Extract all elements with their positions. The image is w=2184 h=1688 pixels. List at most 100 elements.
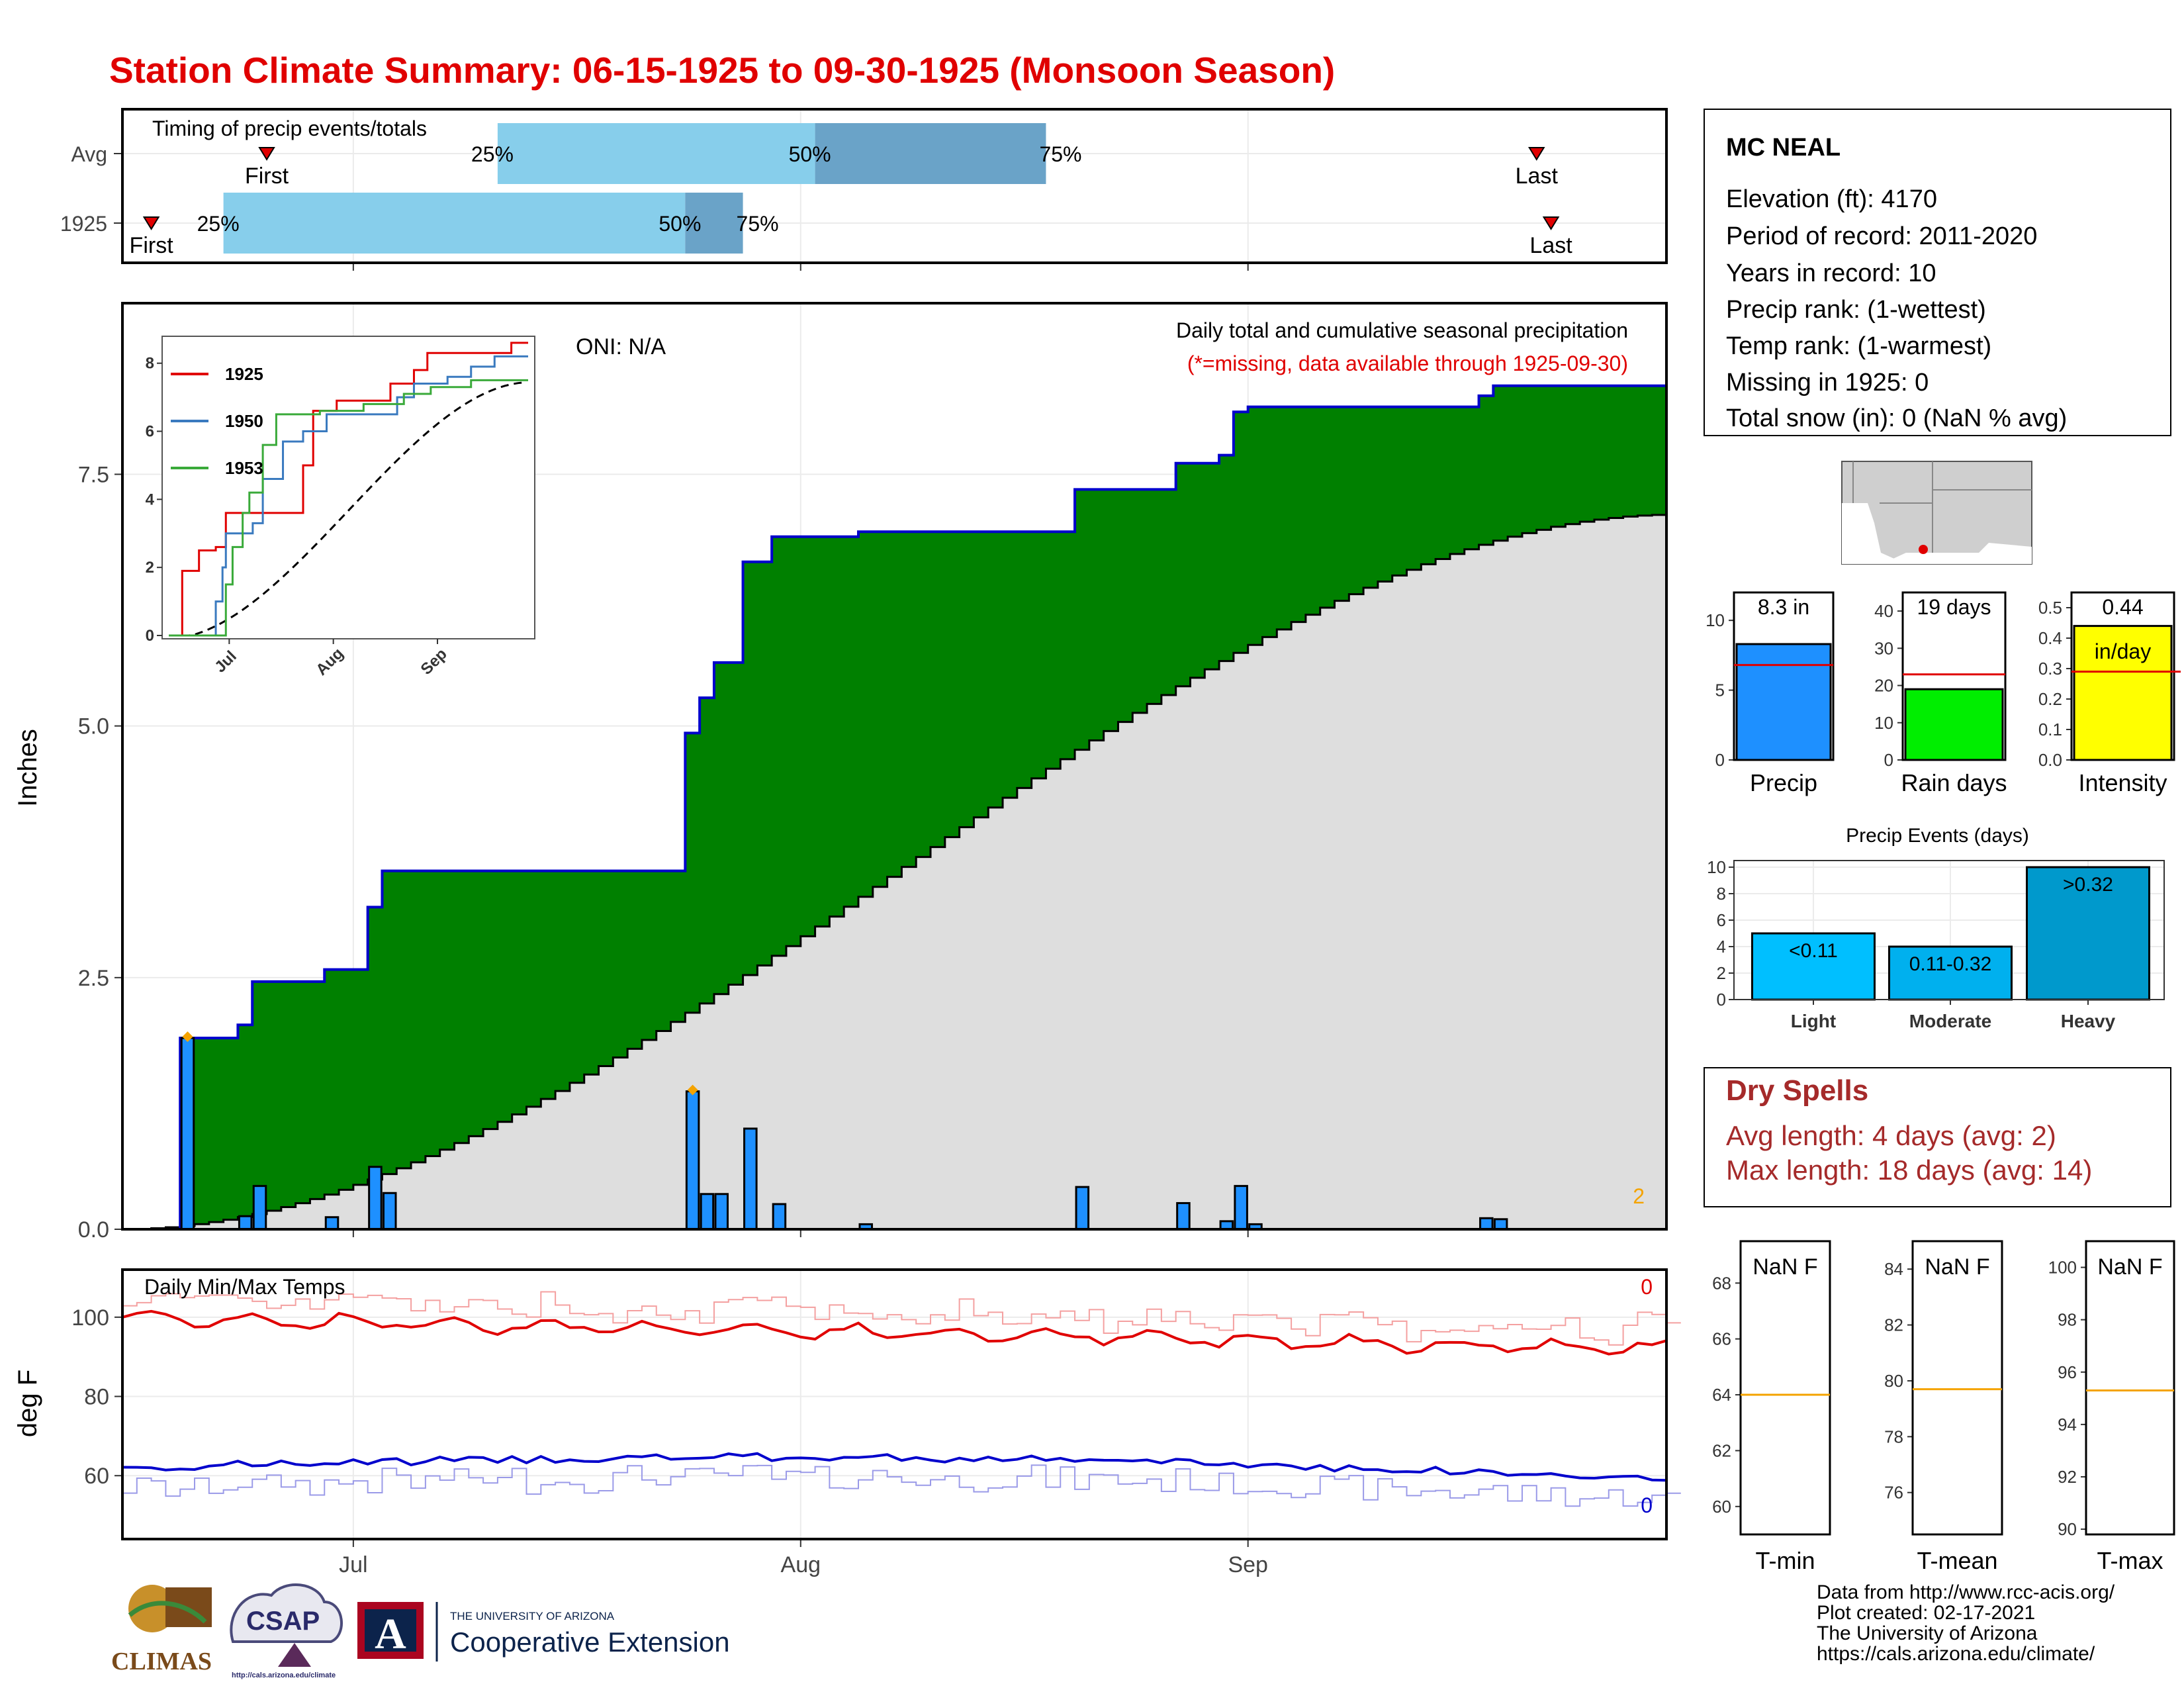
precip-y-tick-label: 0.0 — [78, 1217, 109, 1243]
temp-box-y-tick-label: 62 — [1712, 1440, 1731, 1460]
mini-bar-value-text: 0.44 — [2102, 595, 2143, 619]
inset-y-tick-label: 0 — [146, 627, 154, 645]
station-line-2: Years in record: 10 — [1726, 259, 1936, 287]
csap-logo-text: CSAP — [246, 1607, 320, 1636]
daily-precip-bar — [252, 1185, 267, 1231]
inset-average-line — [169, 381, 525, 637]
station-line-0: Elevation (ft): 4170 — [1726, 185, 1937, 213]
credit-line-created: Plot created: 02-17-2021 — [1817, 1602, 2036, 1624]
events-y-tick-label: 4 — [1717, 937, 1726, 957]
event-bar-label: Moderate — [1909, 1011, 1991, 1031]
timing-pct-50: 50% — [789, 142, 831, 166]
temp-y-axis-label: deg F — [13, 1370, 42, 1437]
mini-bar-value — [1735, 643, 1832, 761]
temp-box-y-tick-label: 78 — [1884, 1427, 1903, 1446]
oni-label: ONI: N/A — [576, 334, 666, 359]
mini-bar-y-tick-label: 40 — [1874, 601, 1893, 621]
temp-box-y-tick-label: 98 — [2058, 1310, 2077, 1330]
temp-y-tick-label: 80 — [84, 1385, 109, 1410]
mini-bar-y-tick-label: 0.5 — [2038, 598, 2062, 618]
csap-url: http://cals.arizona.edu/climate — [232, 1671, 336, 1679]
station-info-box: MC NEAL Elevation (ft): 4170 Period of r… — [1704, 109, 2171, 436]
station-line-1: Period of record: 2011-2020 — [1726, 222, 2037, 250]
inset-plot-area — [161, 336, 535, 639]
temp-box-frame — [1911, 1240, 2003, 1536]
timing-row-label: Avg — [71, 142, 107, 166]
inset-y-tick-label: 2 — [146, 559, 154, 577]
first-event-marker — [258, 147, 275, 161]
data-credits: Data from http://www.rcc-acis.org/ Plot … — [1817, 1582, 2115, 1664]
mini-bar-y-tick-label: 0 — [1715, 750, 1725, 770]
mini-bar-value — [2073, 625, 2173, 761]
temperature-panel: 60 80 100 Jul Aug Sep Daily Min/Max Temps 0 0 deg… — [13, 1268, 1681, 1577]
temp-x-tick-label: Sep — [1228, 1552, 1268, 1577]
heavy-event-marker — [687, 1084, 698, 1096]
mini-bar-y-tick-label: 30 — [1874, 638, 1893, 658]
daily-precip-bar — [1479, 1217, 1494, 1231]
mini-bar-y-tick-label: 5 — [1715, 680, 1725, 700]
station-location-map — [1841, 461, 2032, 565]
timing-bar-25-50 — [497, 123, 815, 184]
last-event-label: Last — [1516, 164, 1559, 189]
missing-data-note: (*=missing, data available through 1925-… — [1187, 352, 1628, 375]
inset-series-line-1925 — [169, 342, 528, 637]
mini-bar-unit-text: in/day — [2095, 639, 2151, 663]
timing-bar-25-50 — [223, 193, 686, 254]
last-event-marker — [1527, 147, 1545, 161]
precip-y-tick-label: 2.5 — [78, 966, 109, 991]
daily-precip-bar — [1234, 1185, 1248, 1231]
event-bar-moderate — [1888, 945, 2013, 1001]
timing-panel-frame — [121, 108, 1668, 264]
station-line-3: Precip rank: (1-wettest) — [1726, 296, 1986, 324]
daily-precip-bar — [700, 1193, 715, 1231]
temp-x-tick-label: Aug — [781, 1552, 821, 1577]
csap-logo: CSAP http://cals.arizona.edu/climate — [230, 1583, 343, 1679]
event-bar-threshold: <0.11 — [1789, 940, 1838, 962]
mini-bar-value — [1904, 688, 2004, 761]
temp-box-y-tick-label: 94 — [2058, 1415, 2077, 1434]
daily-max-temp-line — [122, 1309, 1667, 1356]
mini-bar-value-text: 8.3 in — [1758, 595, 1809, 619]
climas-logo-text: CLIMAS — [111, 1648, 212, 1675]
temp-box-frame — [1739, 1240, 1831, 1536]
temp-box-y-tick-label: 64 — [1712, 1385, 1731, 1405]
temp-box-label: T-mean — [1917, 1547, 1997, 1574]
precip-y-tick-label: 7.5 — [78, 463, 109, 488]
temp-box-y-tick-label: 96 — [2058, 1362, 2077, 1382]
temp-panel-label: Daily Min/Max Temps — [144, 1275, 345, 1299]
temp-box-y-tick-label: 82 — [1884, 1315, 1903, 1335]
mini-bar-y-tick-label: 0.4 — [2038, 628, 2062, 648]
record-min-temp-line — [122, 1464, 1681, 1507]
min-temp-missing-count: 0 — [1641, 1493, 1653, 1517]
daily-precip-bar — [180, 1037, 195, 1231]
events-panel-frame — [1733, 860, 2165, 1000]
heavy-event-marker — [182, 1031, 193, 1043]
temp-box-value-text: NaN F — [1752, 1254, 1817, 1280]
missing-count: 2 — [1633, 1184, 1645, 1208]
season-stat-bars: 0 5 10 8.3 in Precip 0 10 20 30 40 19 days Rain day… — [1706, 591, 2181, 796]
inset-series-line-1953 — [169, 379, 528, 637]
daily-precip-bar — [1493, 1218, 1508, 1231]
precip-panel: 0.0 2.5 5.0 7.5 Inches ONI: N/A Daily total an… — [13, 302, 1668, 1243]
precip-y-axis-label: Inches — [13, 729, 42, 807]
first-event-marker — [142, 216, 160, 230]
temp-box-label: T-min — [1756, 1547, 1815, 1574]
events-y-tick-label: 8 — [1717, 884, 1726, 904]
temp-box-y-tick-label: 60 — [1712, 1497, 1731, 1517]
temp-box-y-tick-label: 68 — [1712, 1273, 1731, 1293]
last-event-label: Last — [1529, 233, 1572, 258]
timing-pct-75: 75% — [737, 212, 779, 236]
daily-precip-bar — [1176, 1201, 1191, 1231]
page-title: Station Climate Summary: 06-15-1925 to 0… — [109, 50, 1335, 91]
ua-letter: A — [375, 1610, 406, 1658]
event-bar-heavy — [2026, 866, 2150, 1001]
inset-y-tick-label: 4 — [146, 491, 155, 508]
temp-box-y-tick-label: 100 — [2048, 1258, 2077, 1278]
temp-y-tick-label: 60 — [84, 1464, 109, 1489]
record-max-temp-line — [122, 1291, 1681, 1346]
last-event-marker — [1542, 216, 1560, 230]
event-bar-label: Light — [1791, 1011, 1836, 1031]
events-y-tick-label: 0 — [1717, 990, 1726, 1009]
temp-box-y-tick-label: 80 — [1884, 1371, 1903, 1391]
temp-box-value-text: NaN F — [1925, 1254, 1989, 1280]
